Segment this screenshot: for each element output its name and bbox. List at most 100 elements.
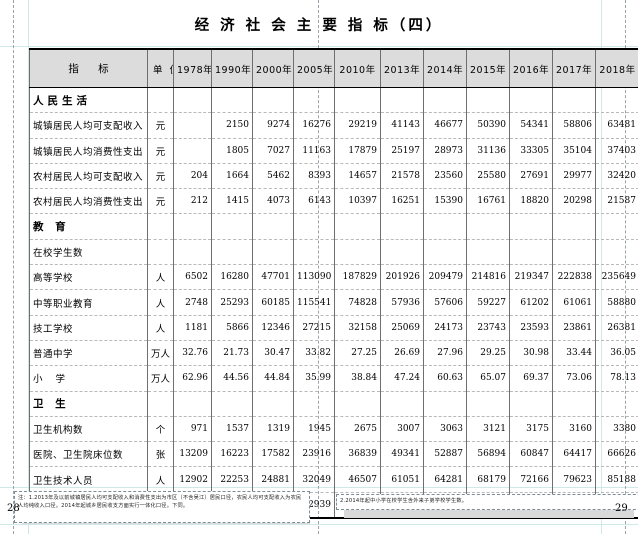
data-cell: 29977 bbox=[552, 162, 596, 190]
data-cell: 27.96 bbox=[423, 339, 467, 367]
data-cell: 68179 bbox=[466, 466, 510, 493]
row-label: 医院、卫生院床位数 bbox=[29, 441, 148, 468]
data-cell: 25293 bbox=[211, 289, 253, 316]
row-unit: 万人 bbox=[147, 365, 174, 392]
data-cell: 28973 bbox=[423, 137, 467, 164]
data-cell: 23593 bbox=[509, 314, 553, 341]
data-cell: 15390 bbox=[423, 188, 467, 215]
row-label: 城镇居民人均消费性支出 bbox=[29, 137, 148, 164]
col-header-2000: 2000年 bbox=[252, 48, 294, 88]
data-cell: 64281 bbox=[423, 466, 467, 493]
row-unit bbox=[147, 390, 174, 417]
row-unit: 张 bbox=[147, 441, 174, 468]
data-cell: 16251 bbox=[380, 188, 424, 215]
data-cell: 17582 bbox=[252, 441, 294, 468]
data-cell: 13209 bbox=[173, 441, 212, 468]
data-cell bbox=[380, 213, 424, 240]
data-cell: 61202 bbox=[509, 289, 553, 316]
row-unit: 元 bbox=[147, 162, 174, 190]
page-title: 经 济 社 会 主 要 指 标（四） bbox=[194, 17, 444, 34]
footnote-right: 2.2014年起中小学在校学生含外来子弟学校学生数。 bbox=[336, 494, 638, 510]
data-cell: 115541 bbox=[293, 289, 335, 316]
data-cell: 1945 bbox=[293, 415, 335, 443]
row-unit: 个 bbox=[147, 415, 174, 443]
data-cell: 3121 bbox=[466, 415, 510, 443]
data-cell: 214816 bbox=[466, 264, 510, 291]
data-cell bbox=[380, 238, 424, 266]
row-label: 技工学校 bbox=[29, 314, 148, 341]
data-cell: 52887 bbox=[423, 441, 467, 468]
data-cell: 62.96 bbox=[173, 365, 212, 392]
data-cell bbox=[595, 213, 638, 240]
data-cell bbox=[595, 390, 638, 417]
row-label: 普通中学 bbox=[29, 339, 148, 367]
data-cell: 23560 bbox=[423, 162, 467, 190]
data-cell: 222838 bbox=[552, 264, 596, 291]
data-cell bbox=[466, 390, 510, 417]
data-cell: 33.44 bbox=[552, 339, 596, 367]
data-cell bbox=[509, 213, 553, 240]
data-cell bbox=[423, 238, 467, 266]
data-cell: 38.84 bbox=[334, 365, 381, 392]
data-cell: 49341 bbox=[380, 441, 424, 468]
col-header-unit: 单 位 bbox=[147, 48, 174, 88]
table-header-row: 指 标 单 位 1978年 1990年 2000年 2005年 2010年 20… bbox=[29, 48, 638, 88]
row-unit: 人 bbox=[147, 264, 174, 291]
data-cell: 50390 bbox=[466, 112, 510, 139]
data-cell bbox=[252, 86, 294, 114]
table-row: 医院、卫生院床位数张 13209 16223 17582 23916 36839 49341… bbox=[29, 441, 638, 468]
col-header-2016: 2016年 bbox=[509, 48, 553, 88]
data-cell bbox=[423, 86, 467, 114]
row-unit: 人 bbox=[147, 466, 174, 493]
data-cell: 57606 bbox=[423, 289, 467, 316]
data-cell: 79623 bbox=[552, 466, 596, 493]
data-cell: 58880 bbox=[595, 289, 638, 316]
data-cell bbox=[595, 86, 638, 114]
data-cell bbox=[252, 213, 294, 240]
data-cell bbox=[173, 137, 212, 164]
data-cell: 3175 bbox=[509, 415, 553, 443]
note-shadow-right bbox=[344, 509, 634, 518]
data-cell: 16223 bbox=[211, 441, 253, 468]
data-cell bbox=[211, 213, 253, 240]
row-label: 卫生技术人员 bbox=[29, 466, 148, 493]
data-cell bbox=[552, 213, 596, 240]
row-label: 农村居民人均消费性支出 bbox=[29, 188, 148, 215]
col-header-2010: 2010年 bbox=[334, 48, 381, 88]
data-cell: 23916 bbox=[293, 441, 335, 468]
col-header-2017: 2017年 bbox=[552, 48, 596, 88]
data-cell: 21.73 bbox=[211, 339, 253, 367]
data-cell: 25197 bbox=[380, 137, 424, 164]
data-cell: 32158 bbox=[334, 314, 381, 341]
row-label: 卫 生 bbox=[29, 390, 148, 417]
data-cell: 69.37 bbox=[509, 365, 553, 392]
data-cell: 65.07 bbox=[466, 365, 510, 392]
data-cell: 29219 bbox=[334, 112, 381, 139]
data-cell bbox=[423, 390, 467, 417]
data-cell: 18820 bbox=[509, 188, 553, 215]
row-label: 在校学生数 bbox=[29, 238, 148, 266]
data-cell: 58806 bbox=[552, 112, 596, 139]
data-cell: 3007 bbox=[380, 415, 424, 443]
data-cell: 17879 bbox=[334, 137, 381, 164]
data-cell: 26381 bbox=[595, 314, 638, 341]
data-cell: 9274 bbox=[252, 112, 294, 139]
data-cell: 30.98 bbox=[509, 339, 553, 367]
data-cell bbox=[334, 390, 381, 417]
data-cell: 212 bbox=[173, 188, 212, 215]
data-cell bbox=[380, 390, 424, 417]
table-row: 小 学万人 62.96 44.56 44.84 35.99 38.84 47.24 60.63… bbox=[29, 365, 638, 392]
row-label: 教 育 bbox=[29, 213, 148, 240]
data-cell: 64417 bbox=[552, 441, 596, 468]
data-cell: 1805 bbox=[211, 137, 253, 164]
page-number-left: 28 bbox=[7, 503, 20, 514]
data-cell: 35104 bbox=[552, 137, 596, 164]
data-cell: 5462 bbox=[252, 162, 294, 190]
data-cell: 36839 bbox=[334, 441, 381, 468]
row-unit: 元 bbox=[147, 137, 174, 164]
table-row: 教 育 bbox=[29, 213, 638, 240]
data-cell: 30.47 bbox=[252, 339, 294, 367]
data-cell bbox=[293, 86, 335, 114]
data-cell: 78.13 bbox=[595, 365, 638, 392]
table-row: 卫 生 bbox=[29, 390, 638, 417]
